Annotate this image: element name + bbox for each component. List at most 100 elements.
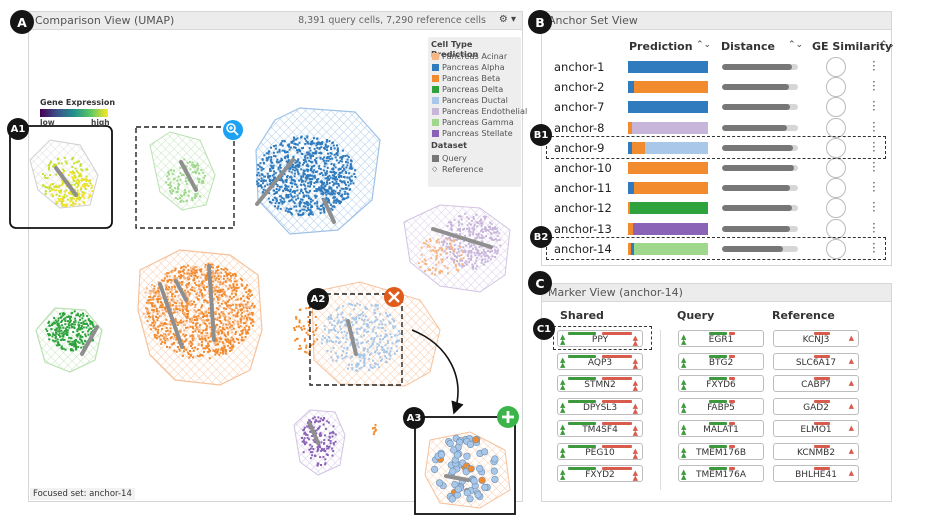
shared-gene-button[interactable]: ▲ ▲ ▲ ▲ AQP3 xyxy=(557,352,643,370)
query-gene-button[interactable]: ▲ ▲ TMEM176A xyxy=(678,465,764,482)
cell-point xyxy=(289,190,291,193)
more-options-icon[interactable]: · · · xyxy=(872,115,876,138)
cell-point xyxy=(201,280,204,283)
distance-fill xyxy=(722,64,792,70)
cell-point xyxy=(165,286,168,288)
query-gene-button[interactable]: ▲ ▲ FABP5 xyxy=(678,397,764,415)
cell-point xyxy=(346,332,348,335)
prediction-column-header[interactable]: Prediction xyxy=(629,40,693,53)
reference-gene-button[interactable]: ▲ ELMO1 xyxy=(773,420,859,437)
cell-point xyxy=(272,151,275,154)
reference-gene-button[interactable]: ▲ KCNJ3 xyxy=(773,330,859,347)
anchor-row[interactable]: anchor-11 · · · xyxy=(552,176,882,199)
more-options-icon[interactable]: · · · xyxy=(872,156,876,178)
reference-gene-button[interactable]: ▲ SLC6A17 xyxy=(773,352,859,370)
more-options-icon[interactable]: · · · xyxy=(872,75,876,98)
cell-point xyxy=(334,190,337,193)
prediction-sort-icon[interactable]: ⌃⌄ xyxy=(696,40,712,50)
zoom-in-icon[interactable] xyxy=(223,120,243,140)
query-gene-button[interactable]: ▲ ▲ TMEM176B xyxy=(678,442,764,460)
legend-item[interactable]: Pancreas Delta xyxy=(432,84,503,94)
query-gene-button[interactable]: ▲ ▲ FXYD6 xyxy=(678,375,764,392)
more-options-icon[interactable]: · · · xyxy=(872,135,876,158)
anchor-row[interactable]: anchor-1 · · · xyxy=(552,55,882,77)
cell-point xyxy=(159,304,162,307)
cell-point xyxy=(475,248,478,251)
remove-selection-box[interactable] xyxy=(309,293,403,386)
similarity-glyph[interactable] xyxy=(826,77,846,98)
legend-item[interactable]: Pancreas Ductal xyxy=(432,95,508,105)
cell-point xyxy=(150,290,153,293)
similarity-glyph[interactable] xyxy=(826,218,846,239)
dataset-reference[interactable]: ◇ Reference xyxy=(432,164,484,174)
query-gene-button[interactable]: ▲ ▲ MALAT1 xyxy=(678,420,764,437)
more-options-icon[interactable]: · · · xyxy=(872,236,876,259)
gene-expression-inset[interactable] xyxy=(9,125,113,229)
more-options-icon[interactable]: · · · xyxy=(872,95,876,118)
reference-gene-button[interactable]: ▲ CABP7 xyxy=(773,375,859,392)
anchor-row[interactable]: anchor-7 · · · xyxy=(552,95,882,118)
similarity-glyph[interactable] xyxy=(826,178,846,199)
cell-point xyxy=(331,359,334,362)
reference-gene-button[interactable]: ▲ BHLHE41 xyxy=(773,465,859,482)
similarity-glyph[interactable] xyxy=(826,117,846,138)
cell-point xyxy=(243,299,246,302)
reference-gene-button[interactable]: ▲ GAD2 xyxy=(773,397,859,415)
more-options-icon[interactable]: · · · xyxy=(872,216,876,239)
legend-item[interactable]: Pancreas Endothelial xyxy=(432,106,527,116)
anchor-row[interactable]: anchor-2 · · · xyxy=(552,75,882,98)
cell-point xyxy=(323,147,326,149)
anchor-row[interactable]: anchor-9 · · · xyxy=(552,135,882,158)
anchor-row[interactable]: anchor-10 · · · xyxy=(552,156,882,178)
legend-item[interactable]: Pancreas Acinar xyxy=(432,51,507,61)
cell-point xyxy=(73,326,76,329)
cell-point xyxy=(169,291,172,294)
cell-point xyxy=(322,335,324,338)
legend-item[interactable]: Pancreas Gamma xyxy=(432,117,514,127)
anchor-row[interactable]: anchor-13 · · · xyxy=(552,216,882,239)
shared-gene-button[interactable]: ▲ ▲ ▲ ▲ PEG10 xyxy=(557,442,643,460)
reference-gene-button[interactable]: ▲ KCNMB2 xyxy=(773,442,859,460)
cell-point xyxy=(195,269,198,272)
shared-gene-button[interactable]: ▲ ▲ ▲ ▲ FXYD2 xyxy=(557,465,643,482)
shared-gene-button[interactable]: ▲ ▲ ▲ ▲ DPYSL3 xyxy=(557,397,643,415)
similarity-sort-icon[interactable]: ⌃⌄ xyxy=(880,40,896,50)
cell-point xyxy=(365,307,368,310)
cell-point xyxy=(228,278,231,281)
legend-item[interactable]: Pancreas Beta xyxy=(432,73,500,83)
settings-icon[interactable]: ⚙ ▾ xyxy=(498,14,516,25)
similarity-glyph[interactable] xyxy=(826,137,846,158)
shared-gene-button[interactable]: ▲ ▲ ▲ ▲ PPY xyxy=(557,330,643,347)
anchor-row[interactable]: anchor-8 · · · xyxy=(552,115,882,138)
remove-icon[interactable] xyxy=(384,287,404,307)
more-options-icon[interactable]: · · · xyxy=(872,196,876,219)
similarity-glyph[interactable] xyxy=(826,198,846,219)
query-gene-button[interactable]: ▲ ▲ EGR1 xyxy=(678,330,764,347)
distance-column-header[interactable]: Distance xyxy=(721,40,775,53)
shared-gene-button[interactable]: ▲ ▲ ▲ ▲ TM4SF4 xyxy=(557,420,643,437)
similarity-glyph[interactable] xyxy=(826,238,846,259)
anchor-row[interactable]: anchor-12 · · · xyxy=(552,196,882,219)
add-icon[interactable] xyxy=(497,406,519,428)
legend-item[interactable]: Pancreas Alpha xyxy=(432,62,505,72)
zoom-selection-box[interactable] xyxy=(135,126,235,229)
cell-point xyxy=(458,215,461,218)
cell-point xyxy=(484,215,487,218)
cell-point xyxy=(340,187,343,190)
anchor-row[interactable]: anchor-14 · · · xyxy=(552,236,882,259)
dataset-query[interactable]: Query xyxy=(432,153,467,163)
cell-point xyxy=(151,303,153,306)
more-options-icon[interactable]: · · · xyxy=(872,55,876,77)
shared-gene-button[interactable]: ▲ ▲ ▲ ▲ STMN2 xyxy=(557,375,643,392)
more-options-icon[interactable]: · · · xyxy=(872,176,876,199)
similarity-glyph[interactable] xyxy=(826,57,846,77)
ge-similarity-column-header[interactable]: GE Similarity xyxy=(812,40,893,53)
query-gene-button[interactable]: ▲ ▲ BTG2 xyxy=(678,352,764,370)
reference-up-icon: ▲ xyxy=(848,356,854,365)
similarity-glyph[interactable] xyxy=(826,97,846,118)
cell-point xyxy=(390,336,393,339)
cell-point xyxy=(85,326,88,329)
distance-sort-icon[interactable]: ⌃⌄ xyxy=(788,40,804,50)
legend-item[interactable]: Pancreas Stellate xyxy=(432,128,513,138)
